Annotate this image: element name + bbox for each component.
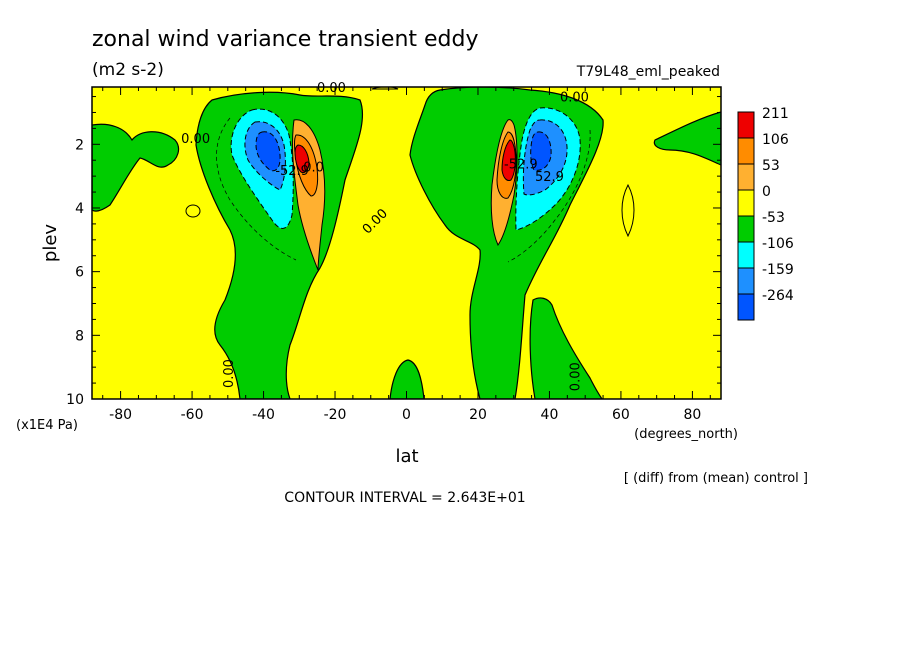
- dashed-contour-south: [216, 117, 297, 261]
- small-contour-right: [621, 183, 635, 238]
- y-tick-label: 2: [75, 137, 84, 153]
- contour-label: 0.00: [560, 91, 589, 106]
- contour-label: 0.00: [222, 359, 237, 388]
- contour-label: 52.9: [535, 170, 564, 185]
- dashed-contour-north: [507, 129, 591, 263]
- legend-label: 211: [762, 106, 789, 122]
- red-core-south: [294, 144, 310, 173]
- legend-swatch: [737, 241, 755, 269]
- x-axis-title: lat: [395, 446, 418, 467]
- experiment-label: T79L48_eml_peaked: [576, 64, 720, 80]
- x-tick-label: 20: [469, 407, 487, 423]
- color-legend: 211 106 53 0 -53 -106 -159 -264: [737, 106, 794, 321]
- legend-swatch: [737, 111, 755, 139]
- legend-label: -159: [762, 262, 794, 278]
- x-tick-label: 40: [541, 407, 559, 423]
- x-tick-label: 60: [612, 407, 630, 423]
- green-region-right-edge: [653, 111, 721, 166]
- x-axis-units: (degrees_north): [634, 427, 738, 442]
- green-region-south-tail: [529, 297, 603, 399]
- x-tick-label: 0: [402, 407, 411, 423]
- legend-label: 0: [762, 184, 771, 200]
- x-axis: -80 -60 -40 -20 0 20 40 60 80: [102, 87, 711, 423]
- contour-label: -52.9: [275, 164, 309, 179]
- green-region-left-edge: [92, 123, 180, 212]
- small-contour-left: [185, 204, 201, 218]
- legend-label: -264: [762, 288, 794, 304]
- contour-label: 0.00: [317, 81, 346, 96]
- x-tick-label: -20: [324, 407, 347, 423]
- blue-core-north: [530, 131, 552, 171]
- legend-swatch: [737, 137, 755, 165]
- legend-label: -53: [762, 210, 785, 226]
- legend-label: 53: [762, 158, 780, 174]
- x-tick-label: -40: [252, 407, 275, 423]
- contour-label: 0.00: [181, 132, 210, 147]
- chart-units: (m2 s-2): [92, 60, 164, 80]
- green-region-equator-bottom: [389, 359, 425, 399]
- red-core-north: [501, 139, 516, 181]
- legend-label: -106: [762, 236, 794, 252]
- y-tick-label: 10: [66, 392, 84, 408]
- legend-swatch: [737, 267, 755, 295]
- y-axis-title: plev: [40, 224, 61, 263]
- legend-swatch: [737, 189, 755, 217]
- diff-note: [ (diff) from (mean) control ]: [624, 471, 808, 486]
- contour-label: -52.9: [504, 157, 538, 172]
- blue-core-south: [255, 131, 281, 172]
- contour-label: 0.00: [568, 362, 583, 391]
- legend-swatch: [737, 215, 755, 243]
- contour-interval: CONTOUR INTERVAL = 2.643E+01: [284, 490, 525, 506]
- y-axis: 2 4 6 8 10: [66, 96, 721, 408]
- plot-area: [92, 87, 721, 399]
- y-axis-units: (x1E4 Pa): [16, 418, 78, 433]
- legend-swatch: [737, 163, 755, 191]
- legend-swatch: [737, 293, 755, 321]
- y-tick-label: 6: [75, 265, 84, 281]
- top-contour-equator: [371, 87, 399, 90]
- x-tick-label: -60: [181, 407, 204, 423]
- contour-label: 0.0: [303, 161, 324, 176]
- chart-title: zonal wind variance transient eddy: [92, 27, 479, 52]
- y-tick-label: 8: [75, 328, 84, 344]
- legend-label: 106: [762, 132, 789, 148]
- x-tick-label: -80: [109, 407, 132, 423]
- x-tick-label: 80: [683, 407, 701, 423]
- y-tick-label: 4: [75, 201, 84, 217]
